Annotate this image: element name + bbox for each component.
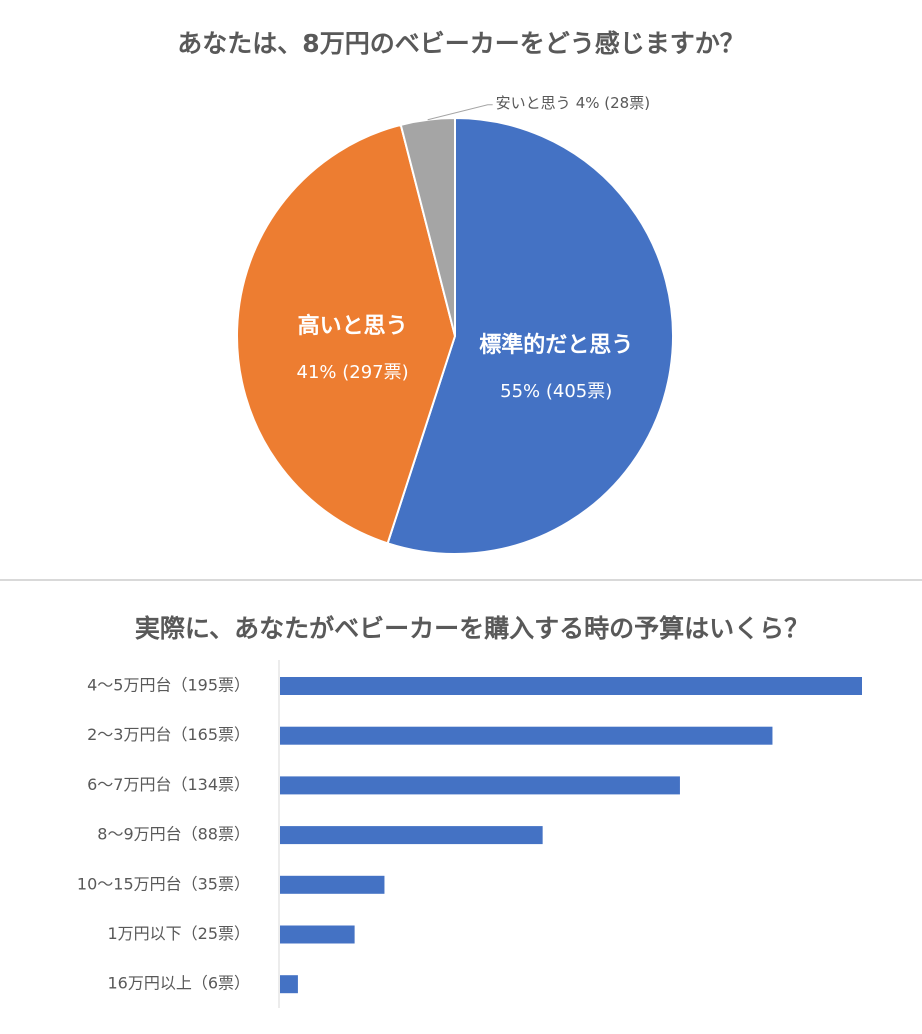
- bar: [280, 726, 773, 745]
- pie-title: あなたは、8万円のベビーカーをどう感じますか？: [177, 29, 744, 58]
- category-label: 4～5万円台（195票）: [87, 676, 250, 695]
- bar: [280, 826, 543, 845]
- bar: [280, 875, 385, 894]
- category-label: 8～9万円台（88票）: [97, 825, 250, 844]
- leader-line: [427, 104, 493, 121]
- slice-value-label: 55% (405票): [500, 381, 612, 402]
- category-label: 1万円以下（25票）: [107, 924, 250, 943]
- category-label: 10～15万円台（35票）: [77, 874, 250, 893]
- bar: [280, 925, 355, 944]
- pie-slice: [399, 116, 456, 337]
- category-label: 2～3万円台（165票）: [87, 725, 250, 744]
- slice-category: 高いと思う: [298, 313, 408, 339]
- bar: [280, 677, 862, 695]
- pie-slice: [386, 116, 674, 555]
- pie-slice: [236, 123, 457, 545]
- bar: [280, 975, 298, 994]
- bar-title: 実際に、あなたがベビーカーを購入する時の予算はいくら？: [135, 614, 809, 643]
- slice-value-label: 4% (28票): [576, 94, 650, 112]
- slice-category: 安いと思う: [496, 94, 571, 112]
- bar: [280, 776, 680, 795]
- slice-category: 標準的だと思う: [479, 332, 633, 358]
- category-label: 6～7万円台（134票）: [87, 775, 250, 794]
- category-label: 16万円以上（6票）: [107, 974, 250, 993]
- slice-value-label: 41% (297票): [297, 362, 409, 383]
